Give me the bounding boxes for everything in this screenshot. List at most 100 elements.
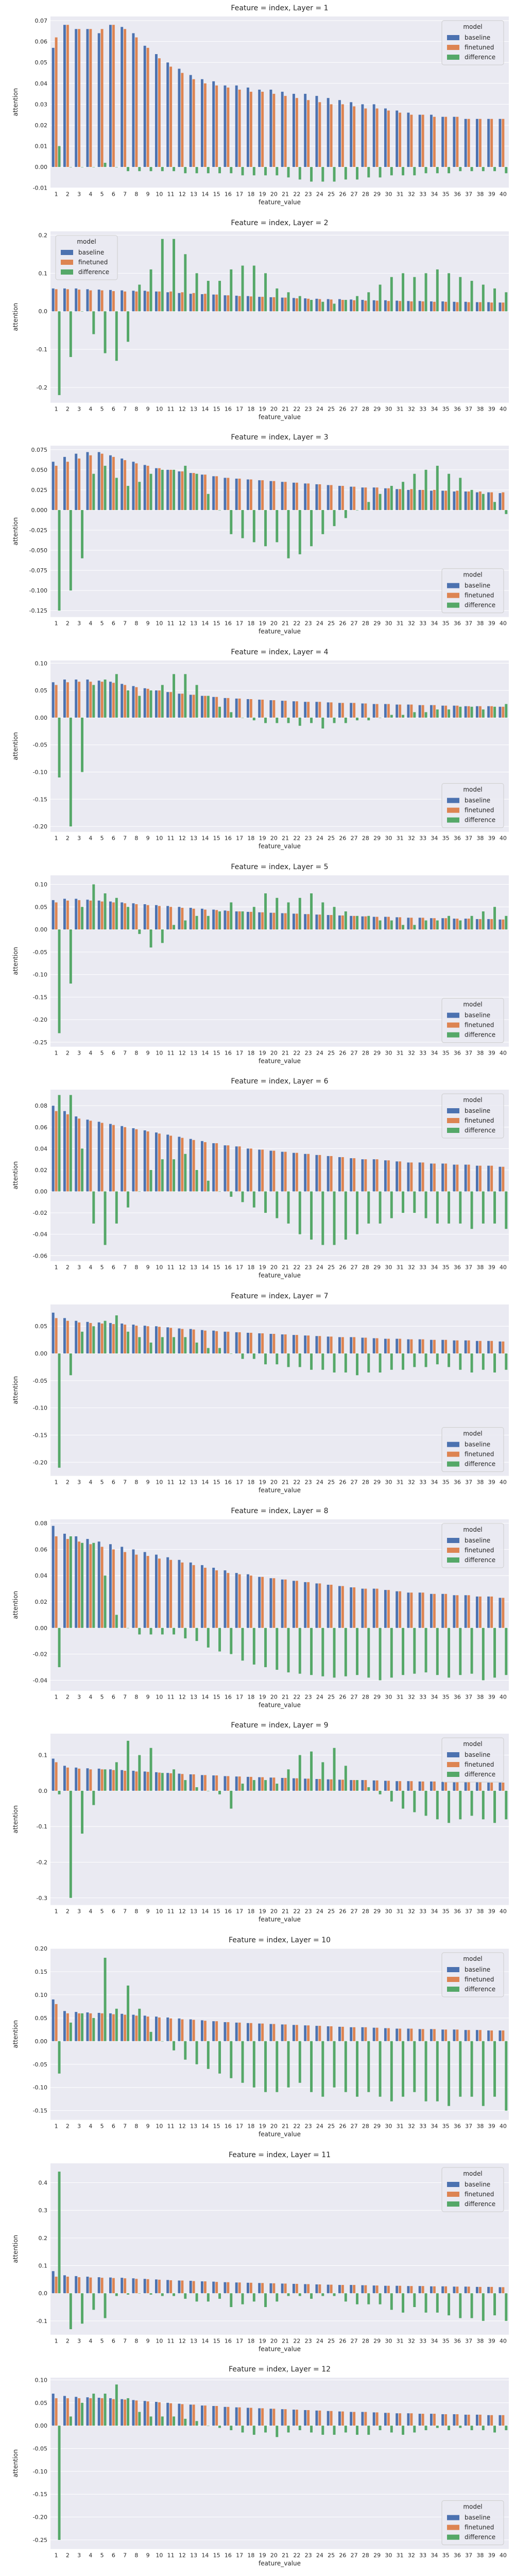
bar-difference <box>321 510 324 535</box>
x-tick-label: 18 <box>247 2552 254 2559</box>
bar-difference <box>356 1628 359 1675</box>
x-axis-label: feature_value <box>259 1701 301 1708</box>
bar-baseline <box>75 2276 78 2293</box>
bar-difference <box>413 712 416 718</box>
x-tick-label: 12 <box>179 1264 186 1271</box>
bar-difference <box>424 2041 427 2102</box>
bar-baseline <box>499 706 502 718</box>
bar-difference <box>173 674 176 718</box>
bar-baseline <box>269 2409 272 2426</box>
x-tick-label: 7 <box>123 620 127 627</box>
bar-baseline <box>499 2030 502 2041</box>
x-axis-label: feature_value <box>259 1916 301 1923</box>
bar-baseline <box>269 1150 272 1192</box>
bar-baseline <box>235 2407 238 2426</box>
bar-baseline <box>418 114 421 167</box>
bar-baseline <box>189 1329 192 1354</box>
x-tick-label: 17 <box>236 1908 243 1915</box>
bar-difference <box>298 296 301 311</box>
x-tick-label: 24 <box>316 620 323 627</box>
bar-finetuned <box>272 1578 276 1628</box>
bar-difference <box>207 916 210 929</box>
y-tick-label: -0.15 <box>33 2108 47 2114</box>
bar-difference <box>333 2293 336 2296</box>
bar-baseline <box>350 486 353 511</box>
bar-finetuned <box>203 474 207 511</box>
bar-finetuned <box>261 92 264 167</box>
x-tick-label: 1 <box>55 1264 58 1271</box>
bar-baseline <box>224 2407 227 2426</box>
bar-baseline <box>86 1538 89 1628</box>
bar-difference <box>321 1353 324 1370</box>
bar-finetuned <box>478 118 482 167</box>
legend-box <box>441 568 504 614</box>
x-tick-label: 20 <box>270 191 278 198</box>
bar-baseline <box>396 704 399 718</box>
x-tick-label: 27 <box>351 835 358 842</box>
bar-baseline <box>441 1782 444 1791</box>
bar-baseline <box>189 2404 192 2426</box>
x-tick-label: 29 <box>373 1693 381 1700</box>
bar-finetuned <box>272 1334 276 1354</box>
x-tick-label: 1 <box>55 2552 58 2559</box>
bar-baseline <box>154 1772 158 1791</box>
bar-baseline <box>396 489 399 511</box>
bar-finetuned <box>238 1574 241 1628</box>
bar-difference <box>241 167 244 176</box>
y-tick-label: -0.20 <box>33 1016 47 1023</box>
chart-panel-4: -0.20-0.15-0.10-0.050.000.050.101 2 3 4 5 6 7 8… <box>12 648 509 850</box>
bar-difference <box>482 911 485 929</box>
bar-baseline <box>327 1156 330 1192</box>
bar-baseline <box>109 2013 112 2041</box>
bar-baseline <box>143 2278 146 2293</box>
bar-baseline <box>235 911 238 929</box>
x-tick-label: 18 <box>247 620 254 627</box>
bar-baseline <box>430 301 433 311</box>
plot-area <box>50 16 509 188</box>
bar-finetuned <box>433 1594 436 1628</box>
bar-difference <box>459 2041 462 2097</box>
x-tick-label: 40 <box>500 1479 507 1486</box>
x-tick-label: 30 <box>385 2123 392 2130</box>
bar-finetuned <box>227 87 230 167</box>
bar-difference <box>58 510 61 611</box>
bar-difference <box>161 1628 164 1635</box>
bar-difference <box>379 284 382 311</box>
plot-area <box>50 660 509 832</box>
bar-baseline <box>315 1583 318 1628</box>
bar-baseline <box>281 92 284 167</box>
y-tick-label: 0.10 <box>35 660 47 667</box>
x-tick-label: 14 <box>201 405 209 412</box>
bar-baseline <box>487 302 490 311</box>
bar-difference <box>367 717 370 721</box>
bar-difference <box>230 1791 233 1809</box>
y-tick-label: 0.00 <box>35 1624 47 1631</box>
bar-finetuned <box>467 918 470 929</box>
x-tick-label: 20 <box>270 2552 278 2559</box>
x-tick-label: 32 <box>408 2123 415 2130</box>
bar-difference <box>436 920 439 929</box>
bar-difference <box>413 1353 416 1367</box>
bar-difference <box>149 929 152 947</box>
bar-difference <box>448 473 451 511</box>
bar-finetuned <box>146 1131 149 1192</box>
bar-difference <box>69 510 72 591</box>
bar-finetuned <box>203 2405 207 2426</box>
bar-difference <box>333 1353 336 1373</box>
bar-finetuned <box>295 1335 298 1354</box>
bar-baseline <box>86 2276 89 2293</box>
bar-difference <box>58 2171 61 2293</box>
bar-baseline <box>132 2400 135 2426</box>
x-tick-label: 19 <box>259 620 266 627</box>
y-tick-label: 0.06 <box>35 1124 47 1131</box>
x-tick-label: 32 <box>408 405 415 412</box>
bar-difference <box>321 1628 324 1676</box>
bar-difference <box>310 510 313 547</box>
y-axis-label: attention <box>12 2235 19 2263</box>
bar-difference <box>207 1181 210 1192</box>
x-tick-label: 5 <box>100 620 104 627</box>
bar-baseline <box>315 2284 318 2293</box>
bar-difference <box>161 929 164 943</box>
x-tick-label: 25 <box>328 2123 335 2130</box>
